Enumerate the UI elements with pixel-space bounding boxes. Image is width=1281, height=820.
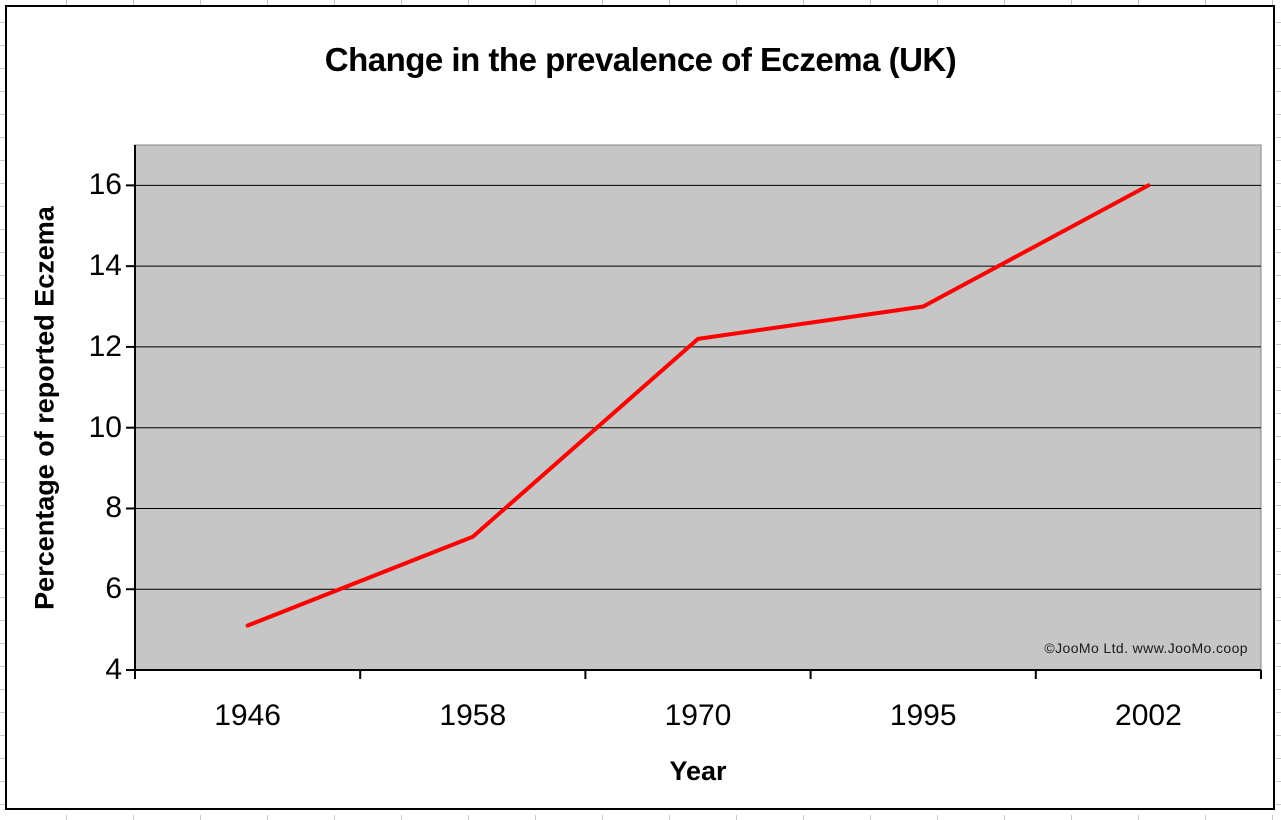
x-tick-label-1970: 1970 (664, 699, 732, 732)
series-line-0 (245, 183, 1151, 628)
y-tick-label-10: 10 (88, 410, 122, 444)
x-tick-label-1958: 1958 (439, 699, 507, 732)
credit-text: ©JooMo Ltd. www.JooMo.coop (1044, 640, 1248, 656)
spreadsheet-gridlines-bottom (0, 815, 1281, 820)
plot-background (134, 144, 1262, 671)
x-tick-label-1946: 1946 (214, 699, 281, 732)
x-axis-title: Year (669, 756, 727, 786)
spreadsheet-gridlines-left (0, 0, 5, 820)
x-tick-label-1995: 1995 (889, 699, 957, 732)
y-tick-label-8: 8 (105, 491, 122, 525)
x-tick-label-2002: 2002 (1115, 699, 1182, 732)
y-tick-label-16: 16 (88, 168, 122, 202)
chart-title: Change in the prevalence of Eczema (UK) (324, 41, 957, 78)
y-tick-label-6: 6 (105, 572, 122, 606)
spreadsheet-gridlines-right (1276, 0, 1281, 820)
y-tick-label-14: 14 (88, 249, 122, 283)
y-tick-label-12: 12 (88, 329, 122, 363)
y-tick-label-4: 4 (105, 653, 122, 686)
spreadsheet-gridlines-top (0, 0, 1281, 5)
